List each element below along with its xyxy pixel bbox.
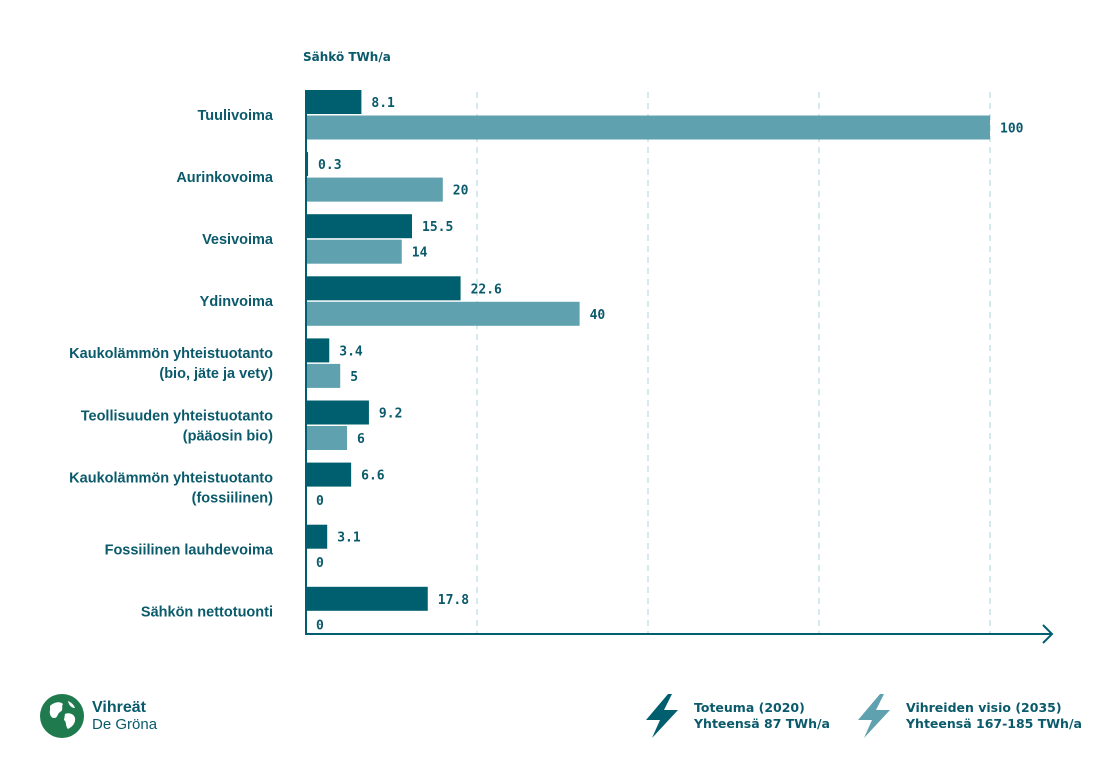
category-label: Teollisuuden yhteistuotanto xyxy=(81,408,273,424)
data-label: 3.1 xyxy=(337,531,361,546)
category-label: Kaukolämmön yhteistuotanto xyxy=(69,346,273,362)
bar xyxy=(306,338,330,363)
data-label: 40 xyxy=(590,308,606,323)
category-label: Aurinkovoima xyxy=(176,170,274,186)
bar xyxy=(306,400,369,425)
lightning-bolt-icon xyxy=(646,694,678,738)
data-label: 0 xyxy=(316,618,324,633)
data-label: 8.1 xyxy=(371,96,395,111)
category-label: Fossiilinen lauhdevoima xyxy=(105,542,274,558)
legend-visio-line2: Yhteensä 167-185 TWh/a xyxy=(906,716,1082,731)
bar xyxy=(306,524,328,549)
data-label: 0 xyxy=(316,556,324,571)
category-label: Vesivoima xyxy=(202,232,274,248)
logo-line1: Vihreät xyxy=(92,699,146,716)
category-label: (bio, jäte ja vety) xyxy=(159,366,273,382)
logo-line2: De Gröna xyxy=(92,716,158,733)
data-label: 3.4 xyxy=(339,344,363,359)
bar xyxy=(306,152,309,177)
bar xyxy=(306,115,990,140)
bar xyxy=(306,363,341,388)
data-label: 20 xyxy=(453,184,469,199)
bar xyxy=(306,586,428,611)
x-axis-arrow xyxy=(1042,624,1054,644)
data-label: 9.2 xyxy=(379,407,402,422)
bar xyxy=(306,301,580,326)
bar xyxy=(306,276,461,301)
logo: Vihreät De Gröna xyxy=(38,692,157,740)
bar xyxy=(306,426,348,450)
category-label: Ydinvoima xyxy=(200,294,274,310)
bar xyxy=(306,239,402,264)
globe-leaf-icon xyxy=(40,694,84,738)
bar xyxy=(306,90,362,114)
data-label: 15.5 xyxy=(422,220,453,235)
legend-visio-line1: Vihreiden visio (2035) xyxy=(906,700,1062,715)
data-label: 6 xyxy=(357,432,365,447)
data-label: 0 xyxy=(316,494,324,509)
data-label: 6.6 xyxy=(361,469,385,484)
lightning-bolt-icon xyxy=(858,694,890,738)
bar xyxy=(306,177,443,202)
data-label: 14 xyxy=(412,246,428,261)
bar xyxy=(306,462,352,487)
data-label: 17.8 xyxy=(438,593,469,608)
data-label: 0.3 xyxy=(318,158,341,173)
bar-chart: 8.1 100 Tuulivoima 0.3 20 Aurinkovoima 15.5 14 V… xyxy=(69,90,1054,644)
category-label: Tuulivoima xyxy=(198,108,274,124)
category-label: (fossiilinen) xyxy=(192,490,274,506)
legend-item-toteuma: Toteuma (2020) Yhteensä 87 TWh/a xyxy=(640,692,830,740)
data-label: 5 xyxy=(350,370,358,385)
legend-toteuma-line2: Yhteensä 87 TWh/a xyxy=(694,716,830,731)
category-label: Sähkön nettotuonti xyxy=(141,605,273,621)
legend-toteuma-line1: Toteuma (2020) xyxy=(694,700,805,715)
data-label: 100 xyxy=(1000,122,1024,137)
category-label: (pääosin bio) xyxy=(183,428,273,444)
bar xyxy=(306,214,413,239)
legend-item-visio: Vihreiden visio (2035) Yhteensä 167-185 … xyxy=(852,692,1082,740)
data-label: 22.6 xyxy=(471,282,502,297)
unit-label: Sähkö TWh/a xyxy=(303,50,391,64)
category-label: Kaukolämmön yhteistuotanto xyxy=(69,470,273,486)
